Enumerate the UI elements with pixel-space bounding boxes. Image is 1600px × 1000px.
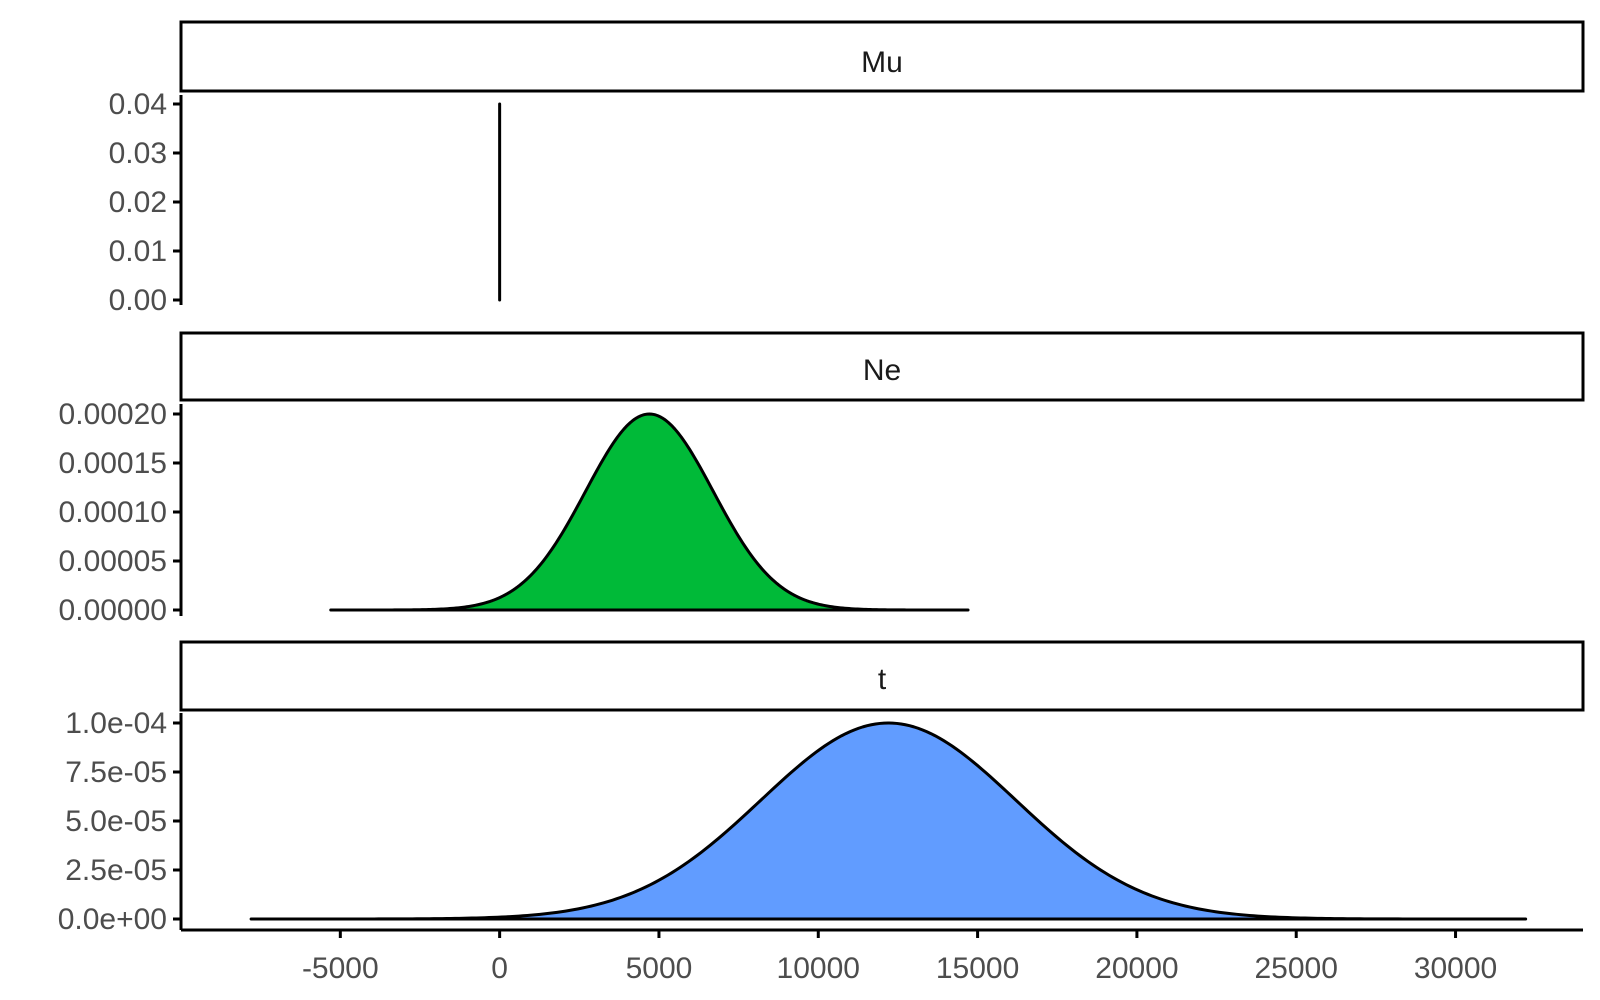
y-tick-label-mu: 0.03 — [109, 137, 167, 170]
y-tick-label-mu: 0.02 — [109, 186, 167, 219]
y-tick-label-ne: 0.00010 — [59, 496, 167, 529]
facet-panel-ne: Ne 0.00000 0.00005 0.00010 0.00015 0.00020 — [59, 331, 1585, 627]
panel-t-density — [249, 721, 1528, 921]
facet-panel-t: t 0.0e+00 2.5e-05 5.0e-05 7.5e-05 1.0e-04 — [58, 640, 1585, 936]
y-tick-label-mu: 0.01 — [109, 235, 167, 268]
strip-label-mu: Mu — [861, 46, 903, 79]
y-tick-label-t: 5.0e-05 — [65, 805, 167, 838]
y-tick-label-mu: 0.00 — [109, 284, 167, 317]
x-tick-label: 30000 — [1414, 952, 1497, 985]
y-tick-label-ne: 0.00000 — [59, 594, 167, 627]
panel-ne-density — [329, 412, 970, 612]
x-tick-label: 0 — [491, 952, 508, 985]
y-tick-label-ne: 0.00020 — [59, 398, 167, 431]
y-tick-label-t: 1.0e-04 — [65, 707, 167, 740]
x-axis: -5000 0 5000 10000 15000 20000 25000 30000 — [181, 928, 1583, 985]
panel-ne-yaxis: 0.00000 0.00005 0.00010 0.00015 0.00020 — [59, 398, 183, 627]
panel-t-yaxis: 0.0e+00 2.5e-05 5.0e-05 7.5e-05 1.0e-04 — [58, 707, 183, 936]
x-tick-label: 5000 — [626, 952, 693, 985]
y-tick-label-t: 7.5e-05 — [65, 756, 167, 789]
y-tick-label-t: 2.5e-05 — [65, 854, 167, 887]
x-tick-label: -5000 — [302, 952, 379, 985]
strip-t — [179, 640, 1585, 712]
y-tick-label-mu: 0.04 — [109, 88, 167, 121]
y-tick-label-ne: 0.00015 — [59, 447, 167, 480]
strip-mu — [179, 20, 1585, 93]
panel-mu-yaxis: 0.00 0.01 0.02 0.03 0.04 — [109, 88, 183, 317]
x-tick-label: 15000 — [936, 952, 1019, 985]
x-tick-label: 20000 — [1095, 952, 1178, 985]
strip-ne — [179, 331, 1585, 402]
x-tick-label: 25000 — [1255, 952, 1338, 985]
strip-label-ne: Ne — [863, 354, 901, 387]
strip-label-t: t — [878, 663, 887, 696]
density-area-ne — [329, 412, 970, 612]
y-tick-label-t: 0.0e+00 — [58, 903, 167, 936]
x-tick-label: 10000 — [777, 952, 860, 985]
facet-panel-mu: Mu 0.00 0.01 0.02 0.03 0.04 — [109, 20, 1585, 317]
y-tick-label-ne: 0.00005 — [59, 545, 167, 578]
density-area-t — [249, 721, 1528, 921]
